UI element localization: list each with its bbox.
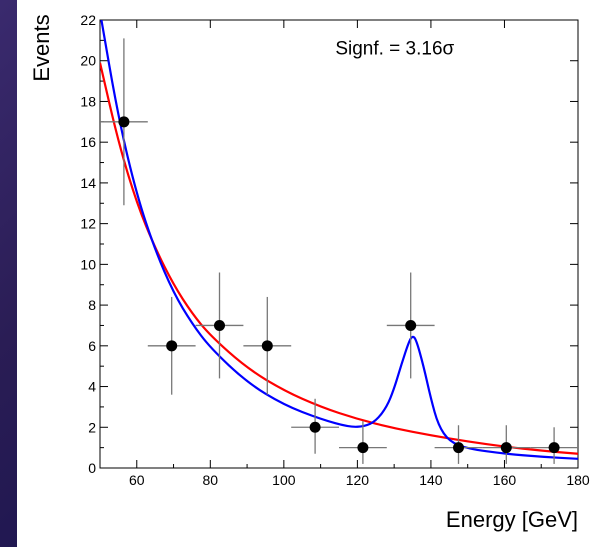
chart-panel: 0 2 4 6 8 10 12 14 16 18 20 22 60 80 100 120 140 160 180 … [17,0,600,547]
y-tick-label: 22 [80,12,96,28]
data-point [386,272,435,379]
data-point [434,425,483,464]
plot-border [99,19,579,469]
y-axis-title: Events [29,14,54,81]
point-marker [548,442,560,454]
data-point [339,421,387,464]
y-tick-label: 18 [80,93,96,109]
x-tick-label: 120 [346,472,370,488]
x-tick-label: 60 [129,472,145,488]
y-tick-label: 8 [88,297,96,313]
y-tick-label: 14 [80,175,96,191]
data-point [195,272,244,379]
point-marker [405,319,417,331]
x-axis-title: Energy [GeV] [446,507,578,532]
y-tick-label: 12 [80,216,96,232]
x-axis: 60 80 100 120 140 160 180 [99,20,590,488]
point-marker [453,442,464,454]
data-point [147,296,196,395]
point-marker [309,421,321,433]
y-axis: 0 2 4 6 8 10 12 14 16 18 20 22 [80,12,578,476]
y-tick-label: 16 [80,134,96,150]
data-point [100,38,148,206]
background-fit-line [100,62,578,455]
x-tick-label: 100 [272,472,296,488]
x-tick-label: 180 [566,472,590,488]
y-tick-label: 6 [88,338,96,354]
significance-annotation: Signf. = 3.16σ [335,39,454,60]
x-tick-label: 160 [493,472,517,488]
y-tick-label: 0 [88,460,96,476]
y-tick-label: 20 [80,53,96,69]
point-marker [500,442,512,454]
signal-fit-line [100,20,578,460]
data-point [243,296,292,395]
data-point [482,425,531,464]
data-point [291,398,339,454]
y-tick-label: 4 [88,379,96,395]
data-points [100,38,578,464]
x-tick-label: 80 [203,472,219,488]
point-marker [118,116,130,128]
y-tick-label: 10 [80,256,96,272]
point-marker [261,340,273,352]
point-marker [357,442,369,454]
point-marker [166,340,178,352]
y-tick-label: 2 [88,419,96,435]
data-point [530,427,578,464]
x-tick-label: 140 [419,472,443,488]
plot-frame [99,19,579,469]
fit-curves [100,20,578,460]
point-marker [214,319,225,331]
